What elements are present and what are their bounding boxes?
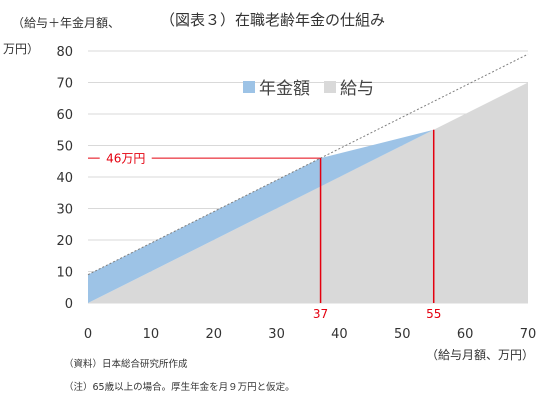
y-tick-label-40: 40 (56, 171, 73, 186)
pension-area (88, 129, 434, 303)
y-tick-label-0: 0 (65, 297, 73, 312)
legend-item-salary: 給与 (324, 74, 374, 99)
chart-title: （図表３）在職老齢年金の仕組み (160, 11, 386, 29)
y-tick-label-20: 20 (56, 234, 73, 249)
x-tick-label-40: 40 (331, 327, 348, 342)
x-axis-label: （給与月額、万円） (426, 348, 535, 362)
y-axis-label-line-1: （給与＋年金月額、 (12, 16, 121, 30)
marker-label-37: 37 (313, 307, 328, 321)
x-tick-label-60: 60 (457, 327, 474, 342)
marker-label-55: 55 (426, 307, 441, 321)
source-note: （資料）日本総合研究所作成 (64, 359, 188, 370)
legend-swatch-salary (324, 80, 336, 93)
legend-item-pension: 年金額 (243, 74, 310, 99)
x-tick-label-70: 70 (520, 327, 537, 342)
y-tick-label-30: 30 (56, 203, 73, 218)
footnote: （注）65歳以上の場合。厚生年金を月９万円と仮定。 (64, 382, 295, 393)
x-tick-label-20: 20 (205, 327, 222, 342)
annotation-label-bg (99, 150, 152, 167)
x-tick-label-0: 0 (84, 327, 92, 342)
annotation-label-46: 46万円 (106, 152, 145, 166)
y-tick-label-80: 80 (56, 45, 73, 60)
legend-label-salary: 給与 (340, 79, 374, 99)
y-tick-label-50: 50 (56, 140, 73, 155)
x-tick-label-30: 30 (268, 327, 285, 342)
x-tick-label-50: 50 (394, 327, 411, 342)
y-tick-label-10: 10 (56, 266, 73, 281)
legend-swatch-pension (243, 80, 255, 93)
y-tick-label-60: 60 (56, 108, 73, 123)
legend: 年金額 給与 (243, 74, 388, 99)
y-tick-label-70: 70 (56, 77, 73, 92)
x-tick-label-10: 10 (143, 327, 160, 342)
legend-label-pension: 年金額 (259, 79, 310, 99)
y-axis-label-line-2: 万円） (3, 42, 40, 56)
